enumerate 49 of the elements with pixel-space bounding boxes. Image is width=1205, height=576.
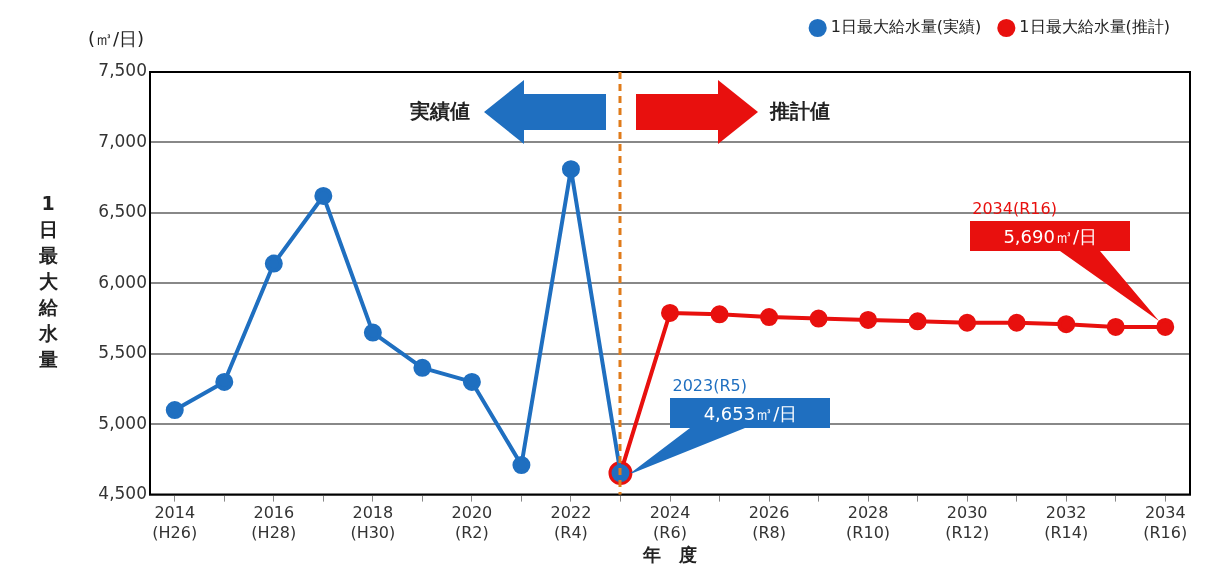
y-axis-title: 1日最大給水量	[37, 192, 59, 371]
point	[661, 303, 679, 322]
x-tick-label: 2028 (R10)	[846, 503, 891, 542]
y-tick-label: 7,500	[98, 60, 147, 81]
point	[809, 309, 828, 328]
point	[908, 312, 927, 331]
point	[462, 372, 481, 391]
point	[710, 305, 729, 324]
point	[958, 313, 977, 332]
x-tick-label: 2014 (H26)	[152, 503, 198, 542]
point	[1057, 315, 1076, 334]
x-tick-label: 2022 (R4)	[550, 503, 592, 542]
point	[1007, 313, 1026, 332]
legend-label: 1日最大給水量(実績)	[830, 17, 982, 37]
annotation: 2034(R16)	[972, 198, 1057, 218]
annotation: 4,653㎥/日	[702, 402, 799, 427]
point	[1156, 317, 1175, 336]
point	[859, 310, 878, 329]
point	[215, 372, 234, 391]
annotation: 推計値	[770, 98, 831, 125]
point	[165, 401, 184, 420]
y-tick-label: 4,500	[98, 483, 147, 504]
y-tick-label: 5,500	[98, 342, 147, 363]
point	[561, 160, 580, 179]
annotation: 実績値	[410, 98, 471, 125]
point	[264, 254, 283, 273]
x-tick-label: 2032 (R14)	[1044, 503, 1089, 542]
y-tick-label: 6,500	[98, 201, 147, 222]
point	[760, 308, 779, 327]
x-tick-label: 2020 (R2)	[451, 503, 493, 542]
text: (㎥/日)	[87, 27, 144, 49]
legend-label: 1日最大給水量(推計)	[1019, 17, 1171, 37]
y-tick-label: 5,000	[98, 412, 147, 433]
annotation: 2023(R5)	[672, 376, 747, 396]
x-tick-label: 2024 (R6)	[649, 503, 691, 542]
point	[413, 358, 432, 377]
annotation: 5,690㎥/日	[1002, 224, 1099, 249]
x-tick-label: 2030 (R12)	[945, 503, 990, 542]
point	[363, 323, 382, 342]
x-tick-label: 2018 (H30)	[350, 503, 396, 542]
x-axis-title: 年 度	[642, 543, 697, 565]
point	[512, 456, 531, 475]
point	[1106, 317, 1125, 336]
x-tick-label: 2026 (R8)	[748, 503, 790, 542]
point	[314, 186, 333, 205]
x-tick-label: 2016 (H28)	[251, 503, 297, 542]
y-tick-label: 7,000	[98, 130, 147, 151]
x-tick-label: 2034 (R16)	[1143, 503, 1188, 542]
y-tick-label: 6,000	[98, 271, 147, 292]
